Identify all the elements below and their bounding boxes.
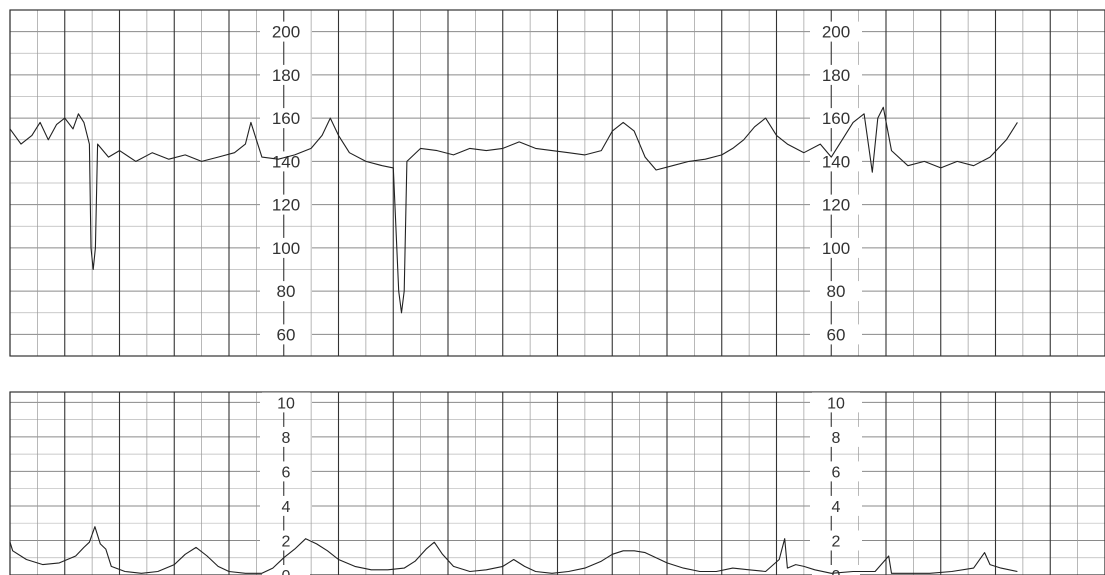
fhr-scale-label: 160	[272, 109, 300, 128]
label-backdrop	[262, 194, 310, 215]
label-backdrop	[262, 324, 310, 345]
toco-scale-label: 6	[282, 464, 291, 481]
toco-scale-label: 2	[282, 534, 291, 551]
toco-scale-label: 8	[282, 430, 291, 447]
fhr-scale-label: 80	[277, 282, 296, 301]
toco-scale-label: 0	[832, 568, 841, 575]
fhr-scale-label: 140	[822, 152, 850, 171]
label-backdrop	[262, 565, 310, 575]
fhr-scale-label: 100	[272, 239, 300, 258]
panel-frame	[9, 391, 1105, 575]
fhr-scale-label: 180	[272, 66, 300, 85]
fhr-scale-label: 60	[277, 325, 296, 344]
toco-scale-label: 8	[832, 430, 841, 447]
fhr-scale-label: 80	[827, 282, 846, 301]
label-backdrop	[812, 64, 860, 85]
label-backdrop	[812, 281, 860, 302]
toco-scale-label: 4	[832, 499, 841, 516]
toco-scale-label: 10	[827, 395, 845, 412]
toco-scale-label: 4	[282, 499, 291, 516]
fetal-heart-rate-panel: 200 180 160 140 120 100 80 60 200 180 160 140 120 100…	[9, 9, 1105, 357]
toco-trace	[9, 526, 1018, 574]
label-backdrop	[262, 237, 310, 258]
fhr-scale-label: 180	[822, 66, 850, 85]
label-backdrop	[812, 426, 860, 447]
label-backdrop	[812, 324, 860, 345]
label-backdrop	[262, 461, 310, 482]
label-backdrop	[812, 108, 860, 129]
label-backdrop	[812, 151, 860, 172]
label-backdrop	[812, 237, 860, 258]
fhr-scale-label: 100	[822, 239, 850, 258]
toco-scale-labels: 10 8 6 4 2 0 10 8 6 4 2 0	[262, 392, 860, 575]
label-backdrop	[262, 426, 310, 447]
panel-frame	[9, 9, 1105, 357]
uterine-activity-panel: 10 8 6 4 2 0 10 8 6 4 2 0	[9, 391, 1105, 575]
label-backdrop	[262, 108, 310, 129]
label-backdrop	[812, 530, 860, 551]
fhr-scale-label: 200	[822, 23, 850, 42]
fhr-scale-label: 120	[822, 196, 850, 215]
fhr-scale-label: 120	[272, 196, 300, 215]
label-backdrop	[812, 21, 860, 42]
label-backdrop	[812, 392, 860, 413]
fhr-scale-label: 140	[272, 152, 300, 171]
fhr-trace	[9, 106, 1018, 314]
fhr-scale-label: 200	[272, 23, 300, 42]
label-backdrop	[262, 151, 310, 172]
label-backdrop	[812, 194, 860, 215]
label-backdrop	[262, 281, 310, 302]
toco-scale-label: 0	[282, 568, 291, 575]
toco-grid	[9, 391, 1105, 575]
toco-scale-label: 2	[832, 534, 841, 551]
fhr-grid	[9, 9, 1105, 357]
label-backdrop	[262, 21, 310, 42]
label-backdrop	[812, 565, 860, 575]
label-backdrop	[812, 461, 860, 482]
toco-scale-label: 6	[832, 464, 841, 481]
label-backdrop	[262, 495, 310, 516]
label-backdrop	[262, 392, 310, 413]
fhr-scale-labels: 200 180 160 140 120 100 80 60 200 180 160 140 120 100…	[262, 21, 860, 345]
toco-scale-label: 10	[277, 395, 295, 412]
label-backdrop	[262, 64, 310, 85]
fhr-scale-label: 160	[822, 109, 850, 128]
label-backdrop	[812, 495, 860, 516]
fhr-scale-label: 60	[827, 325, 846, 344]
